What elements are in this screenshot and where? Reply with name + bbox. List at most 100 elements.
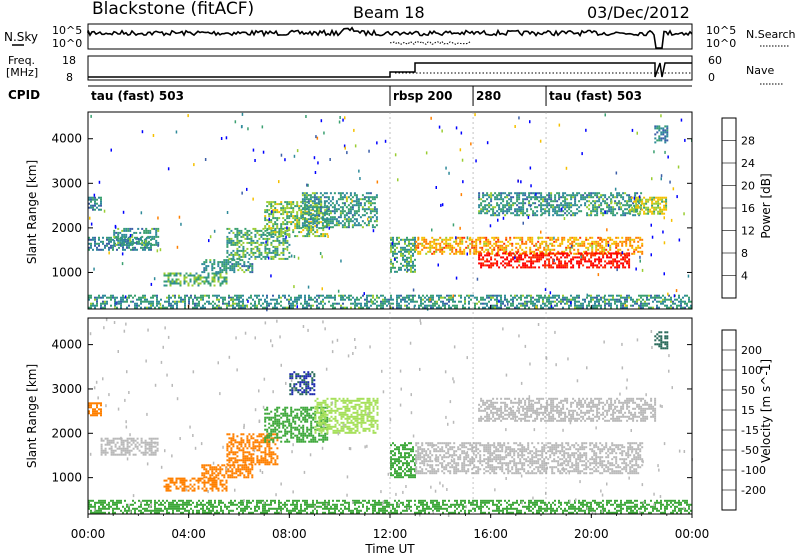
- heatmap-cell: [629, 209, 631, 211]
- heatmap-cell: [432, 303, 434, 305]
- heatmap-cell: [158, 500, 160, 502]
- heatmap-cell: [477, 239, 479, 241]
- heatmap-cell: [218, 279, 220, 281]
- heatmap-cell: [537, 247, 539, 249]
- heatmap-cell: [224, 506, 226, 508]
- heatmap-cell: [586, 196, 588, 198]
- heatmap-cell: [610, 266, 612, 268]
- heatmap-cell: [368, 295, 370, 297]
- heatmap-cell: [616, 252, 618, 254]
- heatmap-cell: [552, 210, 554, 212]
- heatmap-cell: [308, 210, 310, 212]
- heatmap-cell: [304, 220, 306, 222]
- heatmap-cell: [272, 252, 274, 254]
- heatmap-cell: [536, 210, 538, 212]
- heatmap-cell: [519, 247, 521, 249]
- scatter-point: [371, 301, 373, 304]
- heatmap-cell: [214, 279, 216, 281]
- heatmap-cell: [300, 231, 302, 233]
- heatmap-cell: [598, 192, 600, 194]
- heatmap-cell: [354, 204, 356, 206]
- heatmap-cell: [308, 235, 310, 237]
- heatmap-cell: [326, 220, 328, 222]
- heatmap-cell: [560, 260, 562, 262]
- heatmap-cell: [440, 301, 442, 303]
- heatmap-cell: [131, 236, 133, 238]
- heatmap-cell: [396, 307, 398, 309]
- heatmap-cell: [600, 252, 602, 254]
- scatter-point: [507, 303, 509, 306]
- heatmap-cell: [574, 196, 576, 198]
- heatmap-cell: [272, 231, 274, 233]
- heatmap-cell: [226, 281, 228, 283]
- heatmap-cell: [292, 203, 294, 205]
- heatmap-cell: [302, 192, 304, 194]
- heatmap-cell: [264, 244, 266, 246]
- heatmap-cell: [168, 305, 170, 307]
- heatmap-cell: [408, 251, 410, 253]
- heatmap-cell: [228, 242, 230, 244]
- heatmap-cell: [200, 283, 202, 285]
- heatmap-cell: [506, 256, 508, 258]
- heatmap-cell: [308, 206, 310, 208]
- heatmap-cell: [262, 508, 264, 510]
- heatmap-cell: [340, 305, 342, 307]
- heatmap-cell: [223, 267, 225, 269]
- heatmap-cell: [260, 305, 262, 307]
- heatmap-cell: [614, 202, 616, 204]
- heatmap-cell: [420, 303, 422, 305]
- heatmap-cell: [284, 240, 286, 242]
- heatmap-cell: [611, 243, 613, 245]
- heatmap-cell: [486, 210, 488, 212]
- heatmap-cell: [536, 214, 538, 216]
- heatmap-cell: [201, 271, 203, 273]
- heatmap-cell: [630, 305, 632, 307]
- heatmap-cell: [492, 212, 494, 214]
- heatmap-cell: [214, 285, 216, 287]
- heatmap-cell: [626, 256, 628, 258]
- scatter-point: [344, 116, 346, 119]
- heatmap-cell: [486, 212, 488, 214]
- heatmap-cell: [553, 241, 555, 243]
- heatmap-cell: [635, 249, 637, 251]
- heatmap-cell: [594, 192, 596, 194]
- heatmap-cell: [564, 256, 566, 258]
- heatmap-cell: [94, 502, 96, 504]
- heatmap-cell: [106, 243, 108, 245]
- heatmap-cell: [238, 299, 240, 301]
- heatmap-cell: [113, 240, 115, 242]
- heatmap-cell: [322, 235, 324, 237]
- heatmap-cell: [238, 307, 240, 309]
- heatmap-cell: [548, 299, 550, 301]
- heatmap-cell: [610, 194, 612, 196]
- heatmap-cell: [310, 222, 312, 224]
- heatmap-cell: [250, 248, 252, 250]
- heatmap-cell: [356, 297, 358, 299]
- heatmap-cell: [392, 303, 394, 305]
- scatter-point: [671, 219, 673, 222]
- heatmap-cell: [334, 303, 336, 305]
- heatmap-cell: [266, 504, 268, 506]
- heatmap-cell: [254, 506, 256, 508]
- heatmap-cell: [205, 269, 207, 271]
- heatmap-cell: [402, 297, 404, 299]
- heatmap-cell: [628, 194, 630, 196]
- heatmap-cell: [688, 307, 690, 309]
- heatmap-cell: [529, 247, 531, 249]
- heatmap-cell: [326, 297, 328, 299]
- heatmap-cell: [204, 295, 206, 297]
- heatmap-cell: [554, 305, 556, 307]
- heatmap-cell: [324, 202, 326, 204]
- heatmap-cell: [438, 307, 440, 309]
- heatmap-cell: [637, 201, 639, 203]
- scatter-point: [585, 129, 587, 132]
- heatmap-cell: [284, 223, 286, 225]
- heatmap-cell: [493, 237, 495, 239]
- heatmap-cell: [110, 241, 112, 243]
- heatmap-cell: [471, 239, 473, 241]
- scatter-point: [669, 181, 671, 184]
- heatmap-cell: [114, 502, 116, 504]
- heatmap-cell: [108, 297, 110, 299]
- heatmap-cell: [256, 504, 258, 506]
- heatmap-cell: [146, 307, 148, 309]
